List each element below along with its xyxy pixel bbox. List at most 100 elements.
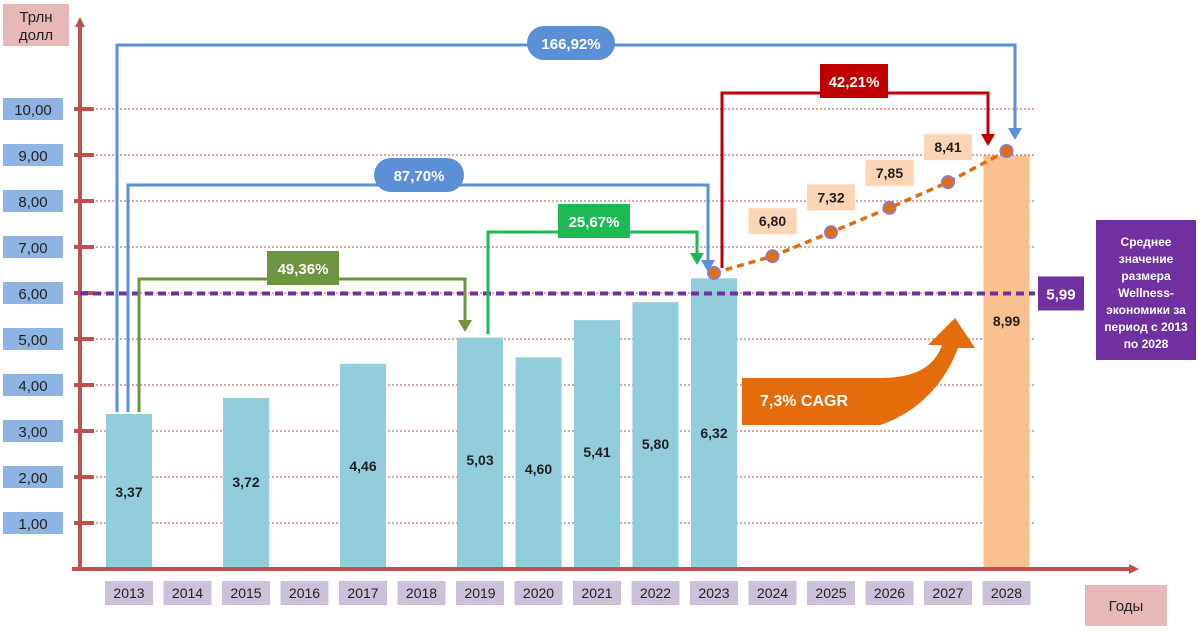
growth-bracket-2013-2019 bbox=[137, 277, 467, 412]
y-tick-label: 5,00 bbox=[18, 332, 47, 349]
forecast-point-2024 bbox=[765, 249, 780, 264]
average-note-box bbox=[1096, 220, 1196, 360]
y-tick-label: 4,00 bbox=[18, 378, 47, 395]
bar-2022 bbox=[632, 302, 679, 569]
bar-2023 bbox=[691, 278, 737, 569]
year-label-2021: 2021 bbox=[581, 585, 612, 601]
bar-value-label-2015: 3,72 bbox=[232, 474, 259, 490]
growth-label-2013-2023: 87,70% bbox=[394, 168, 445, 185]
y-tick-box bbox=[3, 98, 63, 120]
year-box-2024 bbox=[748, 581, 797, 605]
average-value-box bbox=[1038, 276, 1084, 311]
year-label-2017: 2017 bbox=[347, 585, 378, 601]
y-tick-label: 3,00 bbox=[18, 424, 47, 441]
year-box-2023 bbox=[690, 581, 738, 605]
year-box-2015 bbox=[222, 581, 270, 605]
bar-2013 bbox=[106, 413, 152, 569]
bar-value-label-2019: 5,03 bbox=[466, 452, 493, 468]
bracket-arrowhead bbox=[1008, 128, 1022, 140]
year-label-2026: 2026 bbox=[874, 585, 905, 601]
forecast-label-2027: 8,41 bbox=[934, 139, 961, 155]
bracket-arrowhead bbox=[701, 260, 715, 272]
year-label-2023: 2023 bbox=[698, 585, 729, 601]
bracket-arrowhead bbox=[981, 134, 995, 146]
y-unit-box bbox=[3, 4, 69, 46]
forecast-point-2027 bbox=[941, 175, 955, 190]
growth-label-box bbox=[374, 158, 464, 192]
y-tick-label: 8,00 bbox=[18, 194, 47, 211]
x-unit-box bbox=[1085, 585, 1167, 626]
year-label-2016: 2016 bbox=[289, 585, 320, 601]
bar-value-label-2013: 3,37 bbox=[115, 484, 142, 500]
year-box-2026 bbox=[865, 581, 914, 605]
y-tick-label: 10,00 bbox=[14, 102, 52, 119]
bar-value-label-2023: 6,32 bbox=[700, 425, 727, 441]
year-box-2019 bbox=[456, 581, 504, 605]
bar-value-label-2020: 4,60 bbox=[525, 461, 552, 477]
year-label-2022: 2022 bbox=[640, 585, 671, 601]
y-unit-label: Трлн bbox=[19, 9, 52, 26]
year-label-2024: 2024 bbox=[757, 585, 788, 601]
growth-label-2023-2028: 42,21% bbox=[829, 74, 880, 91]
forecast-label-2026: 7,85 bbox=[876, 165, 903, 181]
year-box-2017 bbox=[339, 581, 387, 605]
year-box-2014 bbox=[163, 581, 212, 605]
bar-value-label-2021: 5,41 bbox=[583, 444, 610, 460]
forecast-label-box-2027 bbox=[924, 134, 972, 161]
growth-label-2019-2023: 25,67% bbox=[569, 214, 620, 231]
forecast-point-2023 bbox=[707, 266, 721, 280]
average-note-line: Wellness- bbox=[1118, 286, 1174, 300]
y-tick-box bbox=[3, 466, 63, 488]
bar-2019 bbox=[457, 337, 503, 569]
y-tick-label: 7,00 bbox=[18, 240, 47, 257]
y-unit-label-line2: долл bbox=[19, 27, 53, 44]
y-tick-label: 1,00 bbox=[18, 516, 47, 533]
average-note-line: Среднее bbox=[1121, 235, 1172, 249]
year-box-2027 bbox=[924, 581, 972, 605]
cagr-label: 7,3% CAGR bbox=[760, 393, 848, 410]
y-tick-box bbox=[3, 144, 63, 166]
year-label-2025: 2025 bbox=[815, 585, 846, 601]
year-label-2028: 2028 bbox=[991, 585, 1022, 601]
y-tick-box bbox=[3, 282, 63, 304]
average-note-line: период с 2013 bbox=[1104, 320, 1188, 334]
bar-value-label-2022: 5,80 bbox=[642, 436, 669, 452]
year-label-2015: 2015 bbox=[230, 585, 261, 601]
bar-2017 bbox=[340, 363, 386, 569]
bar-2021 bbox=[574, 320, 620, 569]
year-box-2013 bbox=[105, 581, 153, 605]
bracket-arrowhead bbox=[458, 320, 472, 332]
forecast-label-box-2024 bbox=[748, 208, 797, 235]
average-note-line: по 2028 bbox=[1124, 337, 1169, 351]
year-box-2018 bbox=[397, 581, 446, 605]
year-label-2014: 2014 bbox=[172, 585, 203, 601]
average-note-line: размера bbox=[1121, 269, 1171, 283]
y-tick-box bbox=[3, 374, 63, 396]
bar-2020 bbox=[515, 357, 562, 569]
y-tick-box bbox=[3, 190, 63, 212]
growth-label-box bbox=[267, 251, 339, 285]
cagr-arrow bbox=[742, 318, 975, 425]
forecast-line bbox=[713, 149, 1008, 275]
y-tick-label: 2,00 bbox=[18, 470, 47, 487]
y-tick-label: 6,00 bbox=[18, 286, 47, 303]
forecast-label-box-2025 bbox=[807, 184, 855, 211]
forecast-label-box-2026 bbox=[865, 159, 914, 186]
forecast-point-2025 bbox=[824, 225, 838, 240]
year-box-2021 bbox=[573, 581, 621, 605]
y-tick-box bbox=[3, 512, 63, 534]
forecast-point-2028 bbox=[999, 144, 1014, 158]
forecast-point-2026 bbox=[882, 200, 897, 215]
average-note-line: значение bbox=[1119, 252, 1174, 266]
average-value-label: 5,99 bbox=[1046, 286, 1075, 303]
growth-label-2013-2028: 166,92% bbox=[541, 36, 600, 53]
growth-label-box bbox=[527, 26, 615, 60]
y-tick-box bbox=[3, 328, 63, 350]
year-box-2020 bbox=[514, 581, 563, 605]
y-tick-box bbox=[3, 420, 63, 442]
year-box-2025 bbox=[807, 581, 855, 605]
bar-value-label-2017: 4,46 bbox=[349, 458, 376, 474]
year-label-2018: 2018 bbox=[406, 585, 437, 601]
growth-label-box bbox=[820, 64, 888, 98]
